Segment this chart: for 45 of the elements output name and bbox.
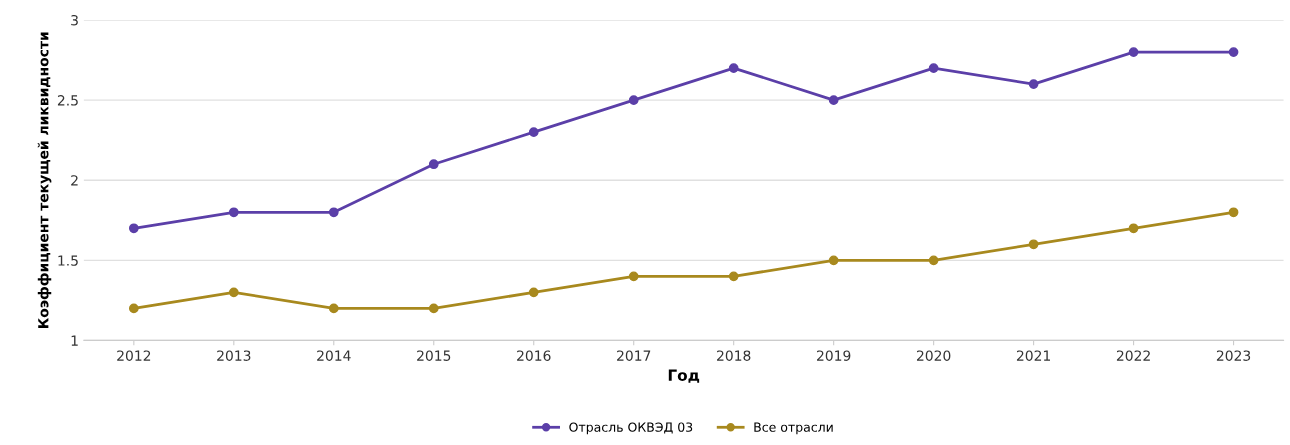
point — [428, 159, 439, 170]
point — [428, 303, 439, 314]
point — [928, 63, 939, 73]
x-tick-label: 2020 — [916, 350, 951, 361]
point — [728, 271, 739, 282]
point — [528, 287, 539, 298]
point — [1228, 47, 1239, 57]
point — [828, 95, 839, 105]
y-tick-label: 1.5 — [58, 255, 78, 266]
x-tick-label: 2017 — [617, 350, 651, 361]
point — [1028, 79, 1039, 89]
point — [1228, 207, 1239, 218]
x-tick-label: 2013 — [217, 350, 251, 361]
point — [528, 127, 539, 138]
y-tick-label: 1 — [71, 335, 78, 346]
point — [328, 303, 339, 314]
point — [328, 207, 339, 218]
point — [728, 63, 739, 73]
y-tick-label: 2 — [71, 175, 78, 186]
x-tick-label: 2012 — [117, 350, 151, 361]
point — [1028, 239, 1039, 250]
point — [228, 287, 239, 298]
x-tick-label: 2014 — [317, 350, 351, 361]
legend-label: Все отрасли — [754, 422, 833, 435]
point — [628, 271, 639, 282]
point — [1128, 223, 1139, 234]
y-tick-label: 3 — [71, 14, 78, 26]
x-axis-title: Год — [668, 369, 700, 383]
point — [828, 255, 839, 266]
x-tick-label: 2023 — [1216, 350, 1251, 361]
x-tick-label: 2019 — [817, 350, 851, 361]
y-axis-title: Коэффициент текущей ликвидности — [37, 32, 52, 328]
point — [128, 223, 139, 234]
x-tick-label: 2015 — [417, 350, 451, 361]
x-tick-label: 2021 — [1016, 350, 1050, 361]
point — [1128, 47, 1139, 57]
point — [628, 95, 639, 105]
legend-label: Отрасль ОКВЭД 03 — [569, 422, 693, 435]
x-tick-label: 2018 — [717, 350, 751, 361]
y-tick-label: 2.5 — [57, 95, 78, 106]
x-tick-label: 2016 — [517, 350, 551, 361]
point — [128, 303, 139, 314]
point — [228, 207, 239, 218]
point — [928, 255, 939, 266]
x-tick-label: 2022 — [1116, 350, 1150, 361]
